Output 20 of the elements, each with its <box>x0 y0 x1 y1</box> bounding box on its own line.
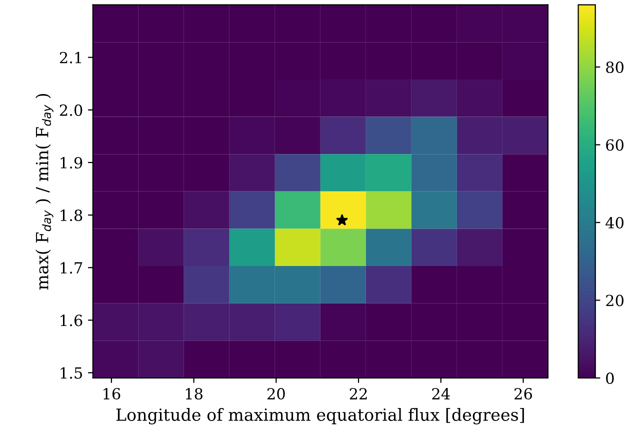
x-tick-label: 18 <box>186 388 202 400</box>
x-tick-label: 26 <box>514 388 532 400</box>
y-tick-label: 1.5 <box>60 367 82 379</box>
x-axis-title: Longitude of maximum equatorial flux [degrees] <box>116 408 524 424</box>
color-bar-label: 80 <box>606 61 624 74</box>
y-tick-label: 1.9 <box>60 156 82 169</box>
y-tick-label: 1.8 <box>60 210 82 222</box>
y-tick-label: 1.7 <box>60 262 82 274</box>
color-bar-label: 40 <box>606 216 624 229</box>
x-tick-label: 24 <box>432 388 450 400</box>
x-tick-label: 20 <box>267 388 285 400</box>
x-tick-label: 16 <box>104 388 120 400</box>
color-bar-label: 0 <box>606 372 614 384</box>
y-axis-title: max( F$_{day}$ ) / min( F$_{day}$ ) <box>35 94 54 290</box>
y-tick-label: 1.6 <box>60 314 82 326</box>
color-bar-label: 20 <box>606 294 624 306</box>
x-tick-label: 22 <box>350 388 367 400</box>
y-tick-label: 2.1 <box>60 52 82 64</box>
y-tick-label: 2.0 <box>60 104 82 116</box>
color-bar-label: 60 <box>606 139 624 151</box>
